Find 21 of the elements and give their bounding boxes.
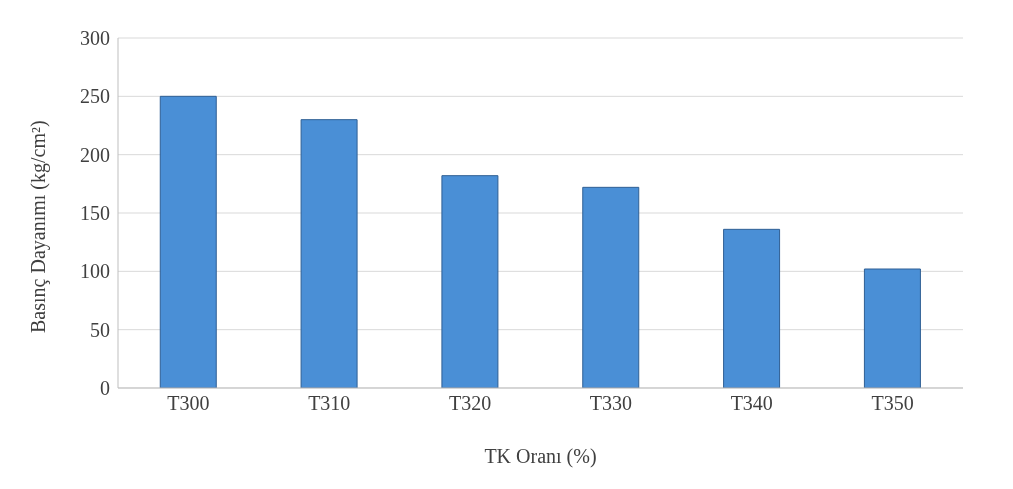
x-tick-label: T330 [589,392,633,415]
y-tick-label: 100 [80,260,110,283]
y-tick-label: 250 [80,85,110,108]
x-tick-label: T310 [308,392,351,415]
y-axis-title: Basınç Dayanımı (kg/cm²) [27,120,51,333]
y-tick-label: 0 [100,377,110,400]
y-tick-label: 150 [80,202,110,225]
y-tick-label: 300 [80,27,110,50]
bar [441,175,499,388]
y-tick-label: 50 [90,318,110,341]
x-tick-label: T320 [448,392,492,415]
x-tick-label: T350 [871,392,914,415]
x-tick-label: T300 [167,392,210,415]
bar [582,186,640,388]
bar [159,95,217,388]
y-tick-label: 200 [80,143,110,166]
bar [300,119,358,388]
bar [723,228,781,388]
x-tick-label: T340 [730,392,773,415]
x-axis-title: TK Oranı (%) [484,445,597,468]
bar [863,268,921,388]
